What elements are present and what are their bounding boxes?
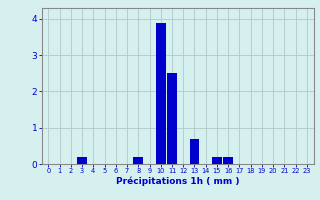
Bar — [156, 23, 165, 164]
Bar — [77, 157, 87, 164]
Bar — [167, 73, 177, 164]
Bar — [133, 157, 143, 164]
Bar — [223, 157, 233, 164]
Bar — [190, 139, 199, 164]
Bar — [212, 157, 222, 164]
X-axis label: Précipitations 1h ( mm ): Précipitations 1h ( mm ) — [116, 177, 239, 186]
